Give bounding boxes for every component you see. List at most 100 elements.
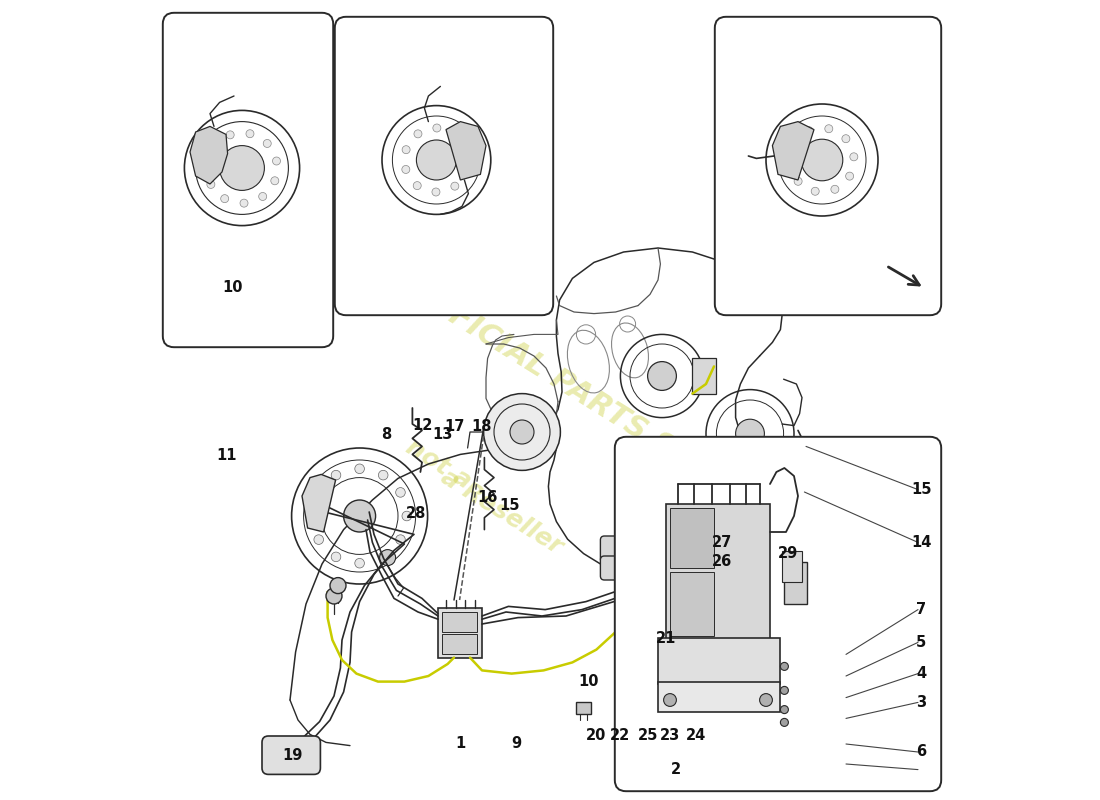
Text: 25: 25 [637,729,658,743]
Circle shape [484,394,560,470]
Circle shape [801,139,843,181]
Text: 2: 2 [671,762,682,777]
Bar [666,504,770,640]
Circle shape [330,578,346,594]
Circle shape [780,686,789,694]
Circle shape [510,420,534,444]
Circle shape [432,206,449,222]
Text: 18: 18 [472,419,493,434]
Bar [658,638,780,684]
Text: 23: 23 [660,729,680,743]
Circle shape [811,187,819,195]
Text: 16: 16 [477,490,498,505]
Circle shape [842,134,850,142]
Circle shape [830,186,839,194]
Text: 4: 4 [916,666,926,681]
Text: WWW.OFFICIAL PARTS STORE.005: WWW.OFFICIAL PARTS STORE.005 [311,217,821,551]
Circle shape [794,178,802,186]
Bar [670,572,714,636]
Circle shape [433,124,441,132]
Text: 13: 13 [432,427,452,442]
Text: 11: 11 [217,449,238,463]
Circle shape [414,182,421,190]
Bar [438,608,482,658]
Circle shape [273,157,280,165]
Circle shape [825,125,833,133]
Circle shape [378,552,388,562]
Circle shape [850,153,858,161]
Circle shape [396,488,405,498]
Bar [442,634,477,654]
Circle shape [724,550,729,557]
Text: 26: 26 [712,554,733,569]
Circle shape [308,511,317,521]
Text: 15: 15 [911,482,932,497]
Polygon shape [446,122,486,180]
Circle shape [314,487,323,498]
Circle shape [736,419,764,448]
Text: 17: 17 [443,419,464,434]
Circle shape [674,515,681,522]
Circle shape [378,470,388,480]
Circle shape [780,662,789,670]
Circle shape [402,166,410,174]
Text: 29: 29 [779,546,799,561]
Text: 22: 22 [610,729,630,743]
Circle shape [451,182,459,190]
Circle shape [846,172,854,180]
Circle shape [314,534,323,544]
Circle shape [207,181,215,189]
Text: 6: 6 [916,745,926,759]
Circle shape [227,131,234,139]
Circle shape [708,504,715,510]
Circle shape [805,126,813,134]
Circle shape [417,140,456,180]
Text: 15: 15 [499,498,520,513]
Circle shape [246,130,254,138]
Circle shape [263,139,272,147]
Circle shape [663,694,676,706]
Circle shape [724,515,729,522]
Text: 8: 8 [381,427,392,442]
Bar [442,612,477,632]
Circle shape [760,694,772,706]
Circle shape [780,718,789,726]
FancyBboxPatch shape [715,17,942,315]
Text: 28: 28 [406,506,427,521]
Circle shape [463,146,471,154]
Circle shape [684,518,719,554]
Bar [576,702,591,714]
Circle shape [242,218,258,234]
FancyBboxPatch shape [334,17,553,315]
FancyBboxPatch shape [262,736,320,774]
Circle shape [740,148,757,164]
Text: 12: 12 [411,418,432,433]
Text: 20: 20 [586,729,606,743]
Bar [658,682,780,712]
Circle shape [396,534,405,545]
Text: 3: 3 [916,695,926,710]
Circle shape [326,588,342,604]
Circle shape [729,533,736,539]
Circle shape [331,470,341,480]
Text: 27: 27 [712,535,733,550]
FancyBboxPatch shape [615,437,942,791]
Bar [692,358,716,394]
Circle shape [331,552,341,562]
Circle shape [669,533,674,539]
Circle shape [690,562,696,568]
Circle shape [402,511,411,521]
Bar [782,551,802,582]
Circle shape [780,706,789,714]
Bar [670,508,714,568]
Circle shape [271,177,278,185]
Text: 24: 24 [686,729,706,743]
Text: 10: 10 [222,281,243,295]
Circle shape [791,140,799,148]
Circle shape [379,550,396,566]
Circle shape [786,159,794,167]
Text: 19: 19 [283,749,302,763]
Circle shape [343,500,375,532]
Text: 5: 5 [916,635,926,650]
Circle shape [355,558,364,568]
